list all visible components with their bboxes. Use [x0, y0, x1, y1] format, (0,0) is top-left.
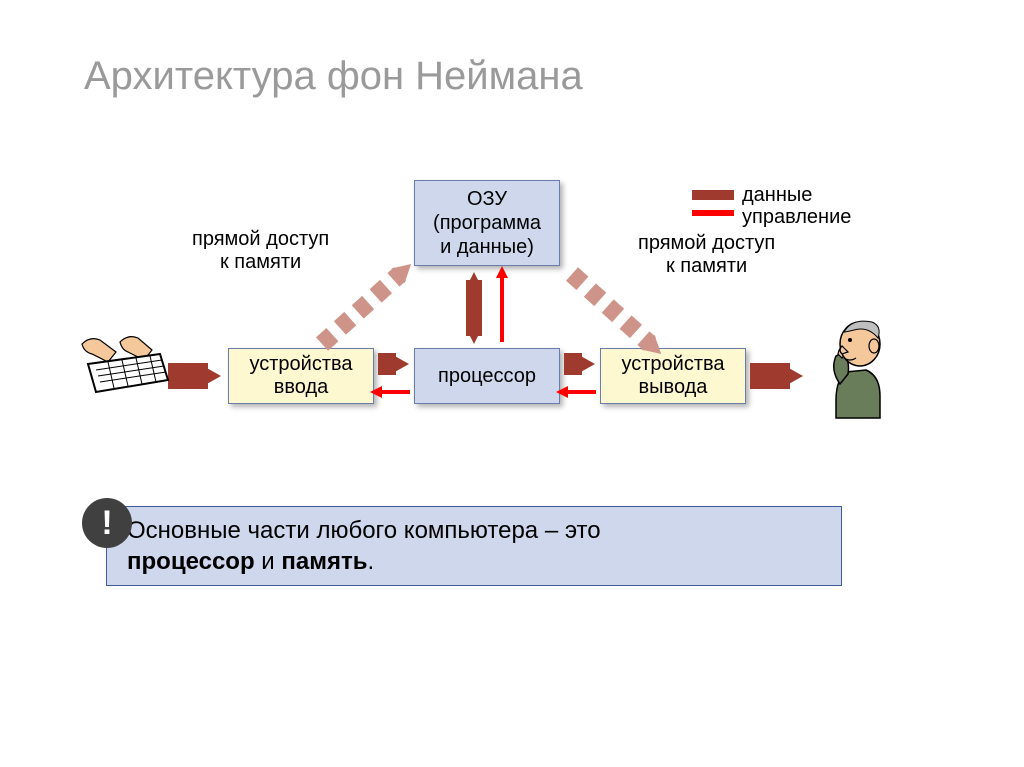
keyboard-icon: [74, 332, 170, 402]
exclaim-icon: !: [82, 498, 132, 548]
summary-mid: и: [255, 548, 282, 575]
person-icon: [816, 310, 912, 420]
arrow-input-ram: [322, 274, 400, 344]
summary-bold2: память: [281, 548, 367, 575]
arrow-ram-output: [572, 274, 650, 344]
summary-text: Основные части любого компьютера – это п…: [127, 515, 601, 577]
summary-post: .: [367, 548, 374, 575]
exclaim-text: !: [101, 504, 112, 543]
summary-callout: Основные части любого компьютера – это п…: [106, 506, 842, 586]
summary-bold1: процессор: [127, 548, 255, 575]
summary-pre: Основные части любого компьютера – это: [127, 517, 601, 544]
